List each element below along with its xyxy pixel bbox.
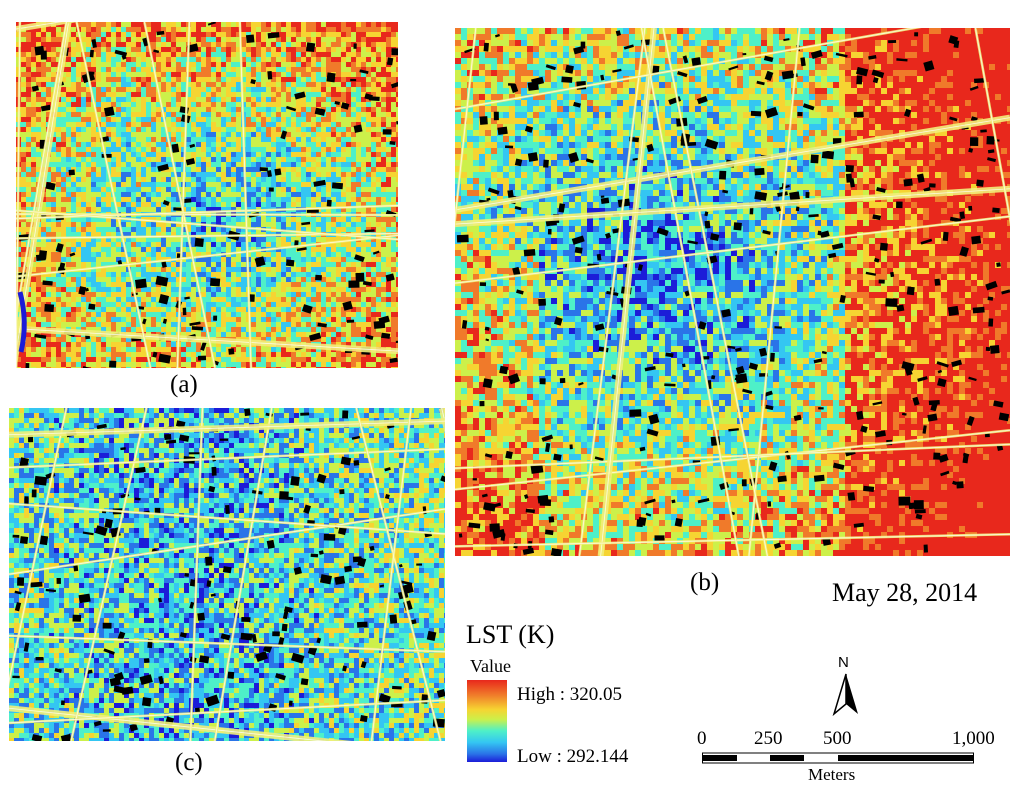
lst-map-b <box>455 28 1010 556</box>
legend-title: LST (K) <box>466 620 554 650</box>
panel-caption-c: (c) <box>175 750 203 775</box>
lst-map-panel-a <box>16 22 398 368</box>
legend-color-ramp <box>467 680 507 762</box>
scale-tick-1000: 1,000 <box>952 728 995 750</box>
panel-caption-b: (b) <box>690 570 719 595</box>
road-network <box>455 28 1010 556</box>
north-arrow-icon <box>832 673 858 717</box>
lst-map-c <box>9 408 445 741</box>
road-network <box>9 408 445 741</box>
scale-tick-500: 500 <box>823 728 852 750</box>
lst-map-a <box>16 22 398 368</box>
lst-map-panel-b <box>455 28 1010 556</box>
legend-low-label: Low : 292.144 <box>517 746 634 768</box>
lst-map-panel-c <box>9 408 445 741</box>
date-label: May 28, 2014 <box>832 578 977 608</box>
scale-units-label: Meters <box>808 765 855 785</box>
scale-tick-0: 0 <box>697 728 707 750</box>
lst-raster <box>455 28 1010 556</box>
legend-subtitle: Value <box>470 656 511 677</box>
lst-raster <box>16 22 398 368</box>
river <box>17 291 27 353</box>
scale-tick-250: 250 <box>754 728 783 750</box>
panel-caption-a: (a) <box>170 372 198 397</box>
scale-bar <box>702 752 974 764</box>
road-network <box>16 22 398 368</box>
legend-high-label: High : 320.05 <box>517 684 632 706</box>
north-label: N <box>838 654 849 671</box>
